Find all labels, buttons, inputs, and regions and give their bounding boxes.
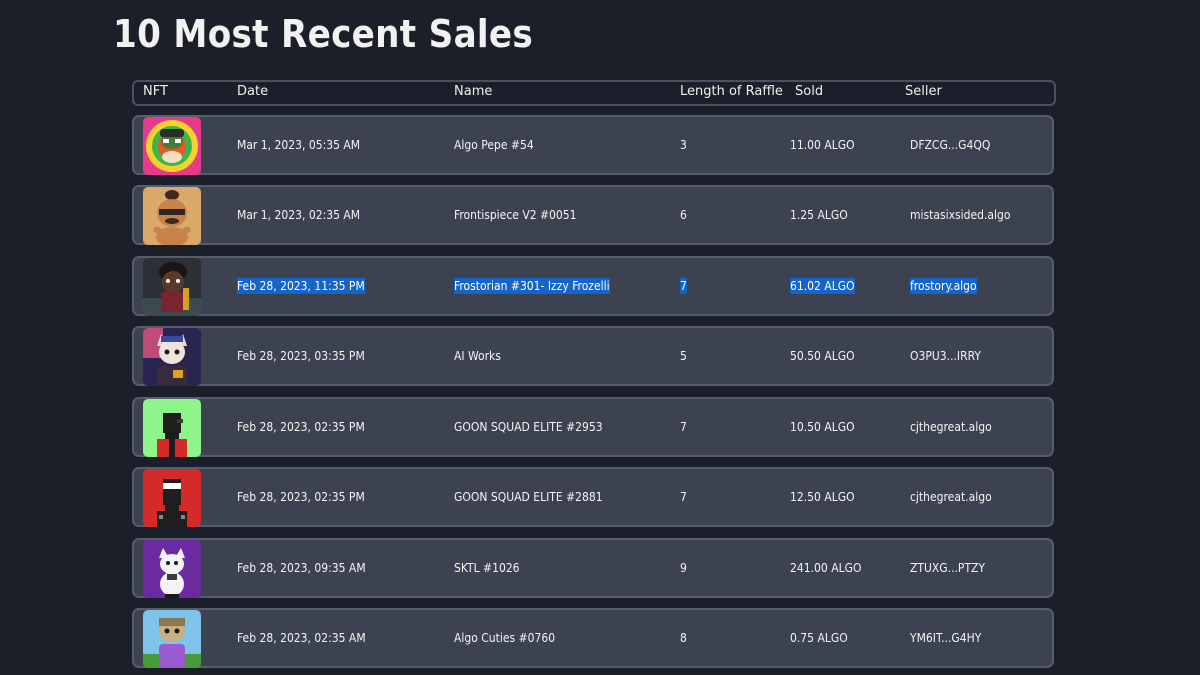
frostorian-character-icon[interactable] [143,258,201,316]
raffle-length: 5 [680,349,687,363]
nft-name[interactable]: Algo Pepe #54 [454,138,534,152]
raffle-length: 9 [680,561,687,575]
sold-price: 10.50 ALGO [790,420,855,434]
seller[interactable]: cjthegreat.algo [910,420,992,434]
seller[interactable]: ZTUXG...PTZY [910,561,986,575]
sold-price: 241.00 ALGO [790,561,862,575]
raffle-length: 7 [680,278,687,294]
sale-date: Feb 28, 2023, 11:35 PM [237,278,365,294]
page-title: 10 Most Recent Sales [113,12,534,56]
nft-name[interactable]: Algo Cuties #0760 [454,631,556,645]
header-nft: NFT [143,84,168,99]
table-row[interactable]: Feb 28, 2023, 11:35 PM Frostorian #301- … [132,256,1054,316]
raffle-length: 3 [680,138,687,152]
header-date: Date [237,84,269,99]
cartoon-character-icon[interactable] [143,187,201,245]
seller[interactable]: frostory.algo [910,278,977,294]
goon-green-icon[interactable] [143,399,201,457]
table-header: NFT Date Name Length of Raffle Sold Sell… [132,80,1056,106]
nft-name[interactable]: GOON SQUAD ELITE #2953 [454,420,603,434]
raffle-length: 6 [680,208,687,222]
table-row[interactable]: Feb 28, 2023, 03:35 PM AI Works 5 50.50 … [132,326,1054,386]
algo-cutie-icon[interactable] [143,610,201,668]
sale-date: Feb 28, 2023, 02:35 AM [237,631,366,645]
table-row[interactable]: Feb 28, 2023, 02:35 PM GOON SQUAD ELITE … [132,397,1054,457]
seller[interactable]: O3PU3...IRRY [910,349,981,363]
raffle-length: 8 [680,631,687,645]
header-name: Name [454,84,493,99]
table-row[interactable]: Feb 28, 2023, 02:35 AM Algo Cuties #0760… [132,608,1054,668]
sold-price: 1.25 ALGO [790,208,848,222]
sale-date: Feb 28, 2023, 02:35 PM [237,420,365,434]
goon-red-icon[interactable] [143,469,201,527]
sold-price: 12.50 ALGO [790,490,855,504]
sold-price: 0.75 ALGO [790,631,848,645]
sale-date: Feb 28, 2023, 03:35 PM [237,349,365,363]
ai-cat-icon[interactable] [143,328,201,386]
sale-date: Mar 1, 2023, 02:35 AM [237,208,361,222]
sale-date: Feb 28, 2023, 09:35 AM [237,561,366,575]
sold-price: 11.00 ALGO [790,138,855,152]
raffle-length: 7 [680,490,687,504]
nft-name[interactable]: GOON SQUAD ELITE #2881 [454,490,603,504]
seller[interactable]: mistasixsided.algo [910,208,1011,222]
nft-name[interactable]: AI Works [454,349,501,363]
table-row[interactable]: Feb 28, 2023, 09:35 AM SKTL #1026 9 241.… [132,538,1054,598]
sale-date: Feb 28, 2023, 02:35 PM [237,490,365,504]
seller[interactable]: YM6IT...G4HY [910,631,982,645]
sale-date: Mar 1, 2023, 05:35 AM [237,138,361,152]
sktl-cat-icon[interactable] [143,540,201,598]
pepe-art-icon[interactable] [143,117,201,175]
table-row[interactable]: Mar 1, 2023, 05:35 AM Algo Pepe #54 3 11… [132,115,1054,175]
header-seller: Seller [905,84,942,99]
nft-name[interactable]: Frontispiece V2 #0051 [454,208,577,222]
table-row[interactable]: Feb 28, 2023, 02:35 PM GOON SQUAD ELITE … [132,467,1054,527]
seller[interactable]: cjthegreat.algo [910,490,992,504]
raffle-length: 7 [680,420,687,434]
nft-name[interactable]: Frostorian #301- Izzy Frozelli [454,278,610,294]
header-sold: Sold [795,84,824,99]
sold-price: 61.02 ALGO [790,278,855,294]
seller[interactable]: DFZCG...G4QQ [910,138,991,152]
table-row[interactable]: Mar 1, 2023, 02:35 AM Frontispiece V2 #0… [132,185,1054,245]
sold-price: 50.50 ALGO [790,349,855,363]
nft-name[interactable]: SKTL #1026 [454,561,520,575]
header-length: Length of Raffle [680,84,783,99]
